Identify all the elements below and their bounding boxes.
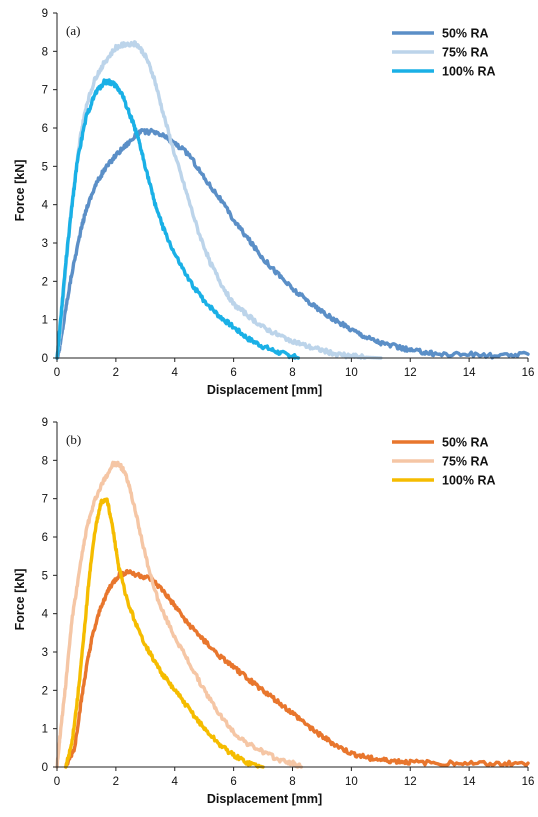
legend-label: 50% RA bbox=[442, 436, 489, 450]
legend-label: 100% RA bbox=[442, 65, 496, 79]
y-tick-label: 1 bbox=[42, 724, 48, 736]
y-tick-label: 9 bbox=[42, 8, 48, 20]
x-axis-label: Displacement [mm] bbox=[207, 383, 322, 397]
legend-label: 100% RA bbox=[442, 474, 496, 488]
legend-label: 75% RA bbox=[442, 46, 489, 60]
legend-label: 75% RA bbox=[442, 455, 489, 469]
y-tick-label: 0 bbox=[42, 353, 48, 365]
x-tick-label: 12 bbox=[404, 367, 417, 379]
y-tick-label: 6 bbox=[42, 532, 48, 544]
x-tick-label: 4 bbox=[172, 776, 179, 788]
x-tick-label: 10 bbox=[345, 367, 358, 379]
x-tick-label: 8 bbox=[289, 776, 295, 788]
y-tick-label: 1 bbox=[42, 315, 48, 327]
x-tick-label: 4 bbox=[172, 367, 179, 379]
series-line-50-ra bbox=[55, 127, 530, 360]
y-tick-label: 2 bbox=[42, 276, 48, 288]
y-tick-label: 7 bbox=[42, 85, 48, 97]
series-line-100-ra bbox=[55, 78, 301, 360]
series-line-100-ra bbox=[64, 497, 265, 769]
legend-label: 50% RA bbox=[442, 27, 489, 41]
y-tick-label: 4 bbox=[42, 609, 49, 621]
panel-label: (a) bbox=[66, 23, 80, 38]
x-tick-label: 16 bbox=[522, 776, 535, 788]
x-tick-label: 2 bbox=[113, 776, 119, 788]
y-tick-label: 7 bbox=[42, 494, 48, 506]
y-tick-label: 4 bbox=[42, 200, 49, 212]
x-tick-label: 10 bbox=[345, 776, 358, 788]
series-line-50-ra bbox=[64, 568, 530, 769]
y-tick-label: 0 bbox=[42, 762, 48, 774]
y-tick-label: 8 bbox=[42, 46, 48, 58]
y-tick-label: 2 bbox=[42, 685, 48, 697]
x-tick-label: 16 bbox=[522, 367, 535, 379]
x-axis-label: Displacement [mm] bbox=[207, 792, 322, 806]
x-tick-label: 2 bbox=[113, 367, 119, 379]
panel-label: (b) bbox=[66, 432, 81, 447]
series-line-75-ra bbox=[55, 460, 304, 769]
y-tick-label: 5 bbox=[42, 570, 48, 582]
series-line-75-ra bbox=[55, 40, 383, 360]
y-tick-label: 3 bbox=[42, 647, 48, 659]
y-tick-label: 9 bbox=[42, 417, 48, 429]
chart-panel-a: 0 1 2 3 4 5 6 7 8 9 0 2 4 6 8 10 12 14 16 Displacement [mm]… bbox=[0, 0, 538, 408]
y-tick-label: 5 bbox=[42, 161, 48, 173]
x-tick-label: 8 bbox=[289, 367, 295, 379]
y-tick-label: 8 bbox=[42, 455, 48, 467]
x-tick-label: 14 bbox=[463, 776, 476, 788]
x-tick-label: 0 bbox=[54, 776, 60, 788]
x-tick-label: 12 bbox=[404, 776, 417, 788]
x-tick-label: 14 bbox=[463, 367, 476, 379]
y-tick-label: 3 bbox=[42, 238, 48, 250]
chart-panel-b: 0 1 2 3 4 5 6 7 8 9 0 2 4 6 8 10 12 14 16 Displacement [mm]… bbox=[0, 409, 538, 817]
y-tick-label: 6 bbox=[42, 123, 48, 135]
y-axis-label: Force [kN] bbox=[13, 569, 27, 631]
x-tick-label: 0 bbox=[54, 367, 60, 379]
x-tick-label: 6 bbox=[230, 776, 236, 788]
x-tick-label: 6 bbox=[230, 367, 236, 379]
y-axis-label: Force [kN] bbox=[13, 160, 27, 222]
